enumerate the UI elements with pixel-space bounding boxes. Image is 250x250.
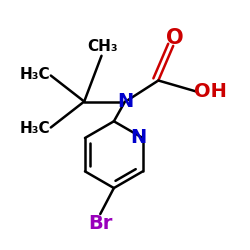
Text: OH: OH — [194, 82, 227, 101]
Text: H₃C: H₃C — [20, 121, 50, 136]
Text: Br: Br — [88, 214, 112, 234]
Text: O: O — [166, 28, 184, 48]
Text: N: N — [117, 92, 133, 111]
Text: H₃C: H₃C — [20, 67, 50, 82]
Text: N: N — [130, 128, 146, 148]
Text: CH₃: CH₃ — [88, 39, 118, 54]
